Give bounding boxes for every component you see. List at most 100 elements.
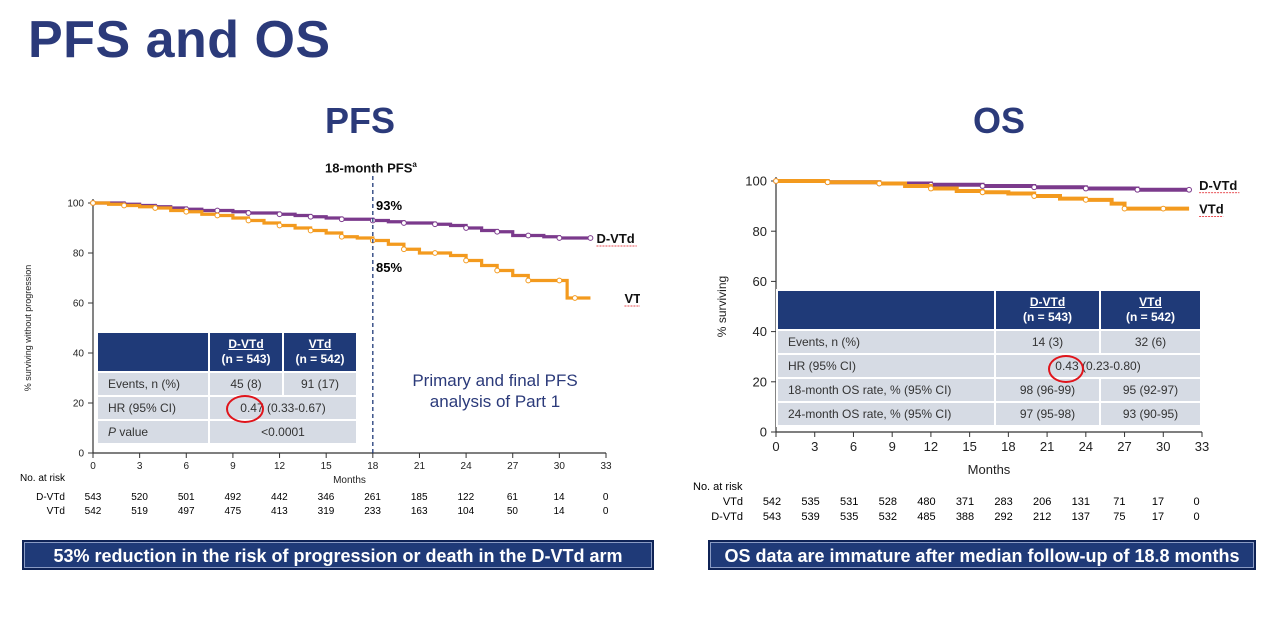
pfs-table-corner [96, 331, 210, 373]
risk-count: 50 [506, 506, 518, 517]
series-end-label-vtd: VTd [1199, 202, 1224, 217]
censor-mark [1134, 186, 1141, 193]
risk-count: 14 [553, 506, 565, 517]
risk-count: 14 [553, 492, 565, 503]
x-tick-label: 3 [137, 461, 143, 472]
risk-count: 75 [1113, 511, 1126, 523]
y-axis-label: % surviving without progression [23, 265, 33, 392]
y-tick-label: 0 [78, 449, 84, 460]
censor-mark [928, 185, 934, 192]
os-title: OS [973, 100, 1026, 141]
x-tick-label: 12 [274, 461, 286, 472]
censor-mark [401, 220, 407, 226]
y-tick-label: 60 [753, 274, 767, 289]
censor-mark [494, 267, 501, 274]
table-row: P value <0.0001 [96, 419, 358, 445]
risk-count: 319 [317, 506, 335, 517]
y-tick-label: 40 [73, 349, 85, 360]
risk-count: 519 [131, 506, 148, 517]
risk-count: 539 [801, 511, 820, 523]
censor-mark [824, 179, 831, 186]
censor-mark [1186, 186, 1192, 193]
pfs-vtd-rate: 85% [376, 260, 403, 275]
os-chart: 0 20 40 60 80 100 0 3 6 9 12 15 18 21 24 27 30 33 Months % … [715, 174, 1240, 477]
x-tick-label: 15 [962, 439, 976, 454]
risk-count: 283 [994, 496, 1013, 508]
censor-mark [432, 250, 438, 256]
censor-mark [338, 233, 345, 240]
x-tick-label: 18 [367, 461, 379, 472]
risk-count: 388 [955, 511, 975, 523]
slide-title: PFS and OS [28, 11, 331, 69]
risk-count: 17 [1151, 496, 1165, 508]
x-tick-label: 6 [183, 461, 189, 472]
censor-mark [432, 221, 438, 228]
y-tick-label: 20 [753, 374, 767, 389]
risk-count: 185 [410, 492, 428, 503]
risk-count: 122 [457, 492, 475, 503]
os-banner: OS data are immature after median follow… [708, 540, 1256, 570]
censor-mark [307, 213, 314, 220]
y-tick-label: 60 [73, 299, 85, 310]
x-tick-label: 30 [554, 461, 566, 472]
x-tick-label: 30 [1156, 439, 1170, 454]
censor-mark [245, 210, 252, 216]
series-line-vtd [776, 179, 1190, 211]
os-table-header-vtd: VTd (n = 542) [1099, 289, 1202, 331]
y-axis-label: % surviving [715, 276, 729, 337]
risk-count: 543 [84, 492, 102, 503]
pfs-marker-label: 18-month PFSa [325, 160, 417, 176]
censor-mark [525, 232, 532, 239]
censor-mark [463, 257, 469, 264]
risk-count: 492 [224, 492, 242, 503]
risk-count: 206 [1033, 496, 1052, 508]
pfs-banner: 53% reduction in the risk of progression… [22, 540, 654, 570]
table-row: 24-month OS rate, % (95% CI) 97 (95-98) … [776, 401, 1202, 427]
series-end-label-d-vtd: D-VTd [596, 231, 634, 246]
risk-count: 475 [224, 506, 242, 517]
censor-mark [1082, 185, 1089, 192]
censor-mark [463, 225, 469, 231]
censor-mark [556, 277, 563, 284]
risk-count: 532 [878, 511, 897, 523]
risk-count: 0 [602, 506, 609, 517]
censor-mark [183, 208, 190, 215]
censor-mark [90, 200, 96, 206]
series-end-label-d-vtd: D-VTd [1199, 178, 1237, 193]
table-row: 18-month OS rate, % (95% CI) 98 (96-99) … [776, 377, 1202, 403]
x-tick-label: 21 [414, 461, 426, 472]
censor-mark [338, 216, 345, 223]
risk-count: 501 [177, 492, 195, 503]
risk-count: 442 [271, 492, 288, 503]
x-tick-label: 6 [850, 439, 857, 454]
y-tick-label: 0 [760, 425, 767, 440]
x-tick-label: 33 [1195, 439, 1209, 454]
pfs-table-header-dvtd: D-VTd (n = 543) [208, 331, 284, 373]
x-tick-label: 24 [1079, 439, 1093, 454]
censor-mark [876, 180, 883, 187]
series-end-label-vtd: VTd [624, 291, 640, 306]
censor-mark [245, 217, 252, 224]
x-tick-label: 9 [889, 439, 896, 454]
x-tick-label: 33 [600, 461, 612, 472]
censor-mark [1082, 196, 1089, 203]
censor-mark [979, 183, 986, 189]
risk-count: 17 [1151, 511, 1165, 523]
x-tick-label: 27 [1117, 439, 1131, 454]
risk-count: 163 [410, 506, 428, 517]
censor-mark [525, 277, 532, 284]
censor-mark [401, 246, 407, 253]
x-axis-label: Months [333, 475, 366, 486]
risk-count: 528 [878, 496, 897, 508]
risk-row-label: VTd [722, 496, 743, 508]
censor-mark [152, 205, 159, 211]
censor-mark [307, 227, 314, 234]
pfs-title: PFS [325, 100, 396, 141]
censor-mark [1031, 193, 1038, 199]
risk-header: No. at risk [693, 481, 743, 493]
risk-count: 542 [762, 496, 782, 508]
table-row: Events, n (%) 45 (8) 91 (17) [96, 371, 358, 397]
risk-count: 346 [317, 492, 335, 503]
risk-count: 485 [917, 511, 936, 523]
risk-count: 71 [1113, 496, 1126, 508]
